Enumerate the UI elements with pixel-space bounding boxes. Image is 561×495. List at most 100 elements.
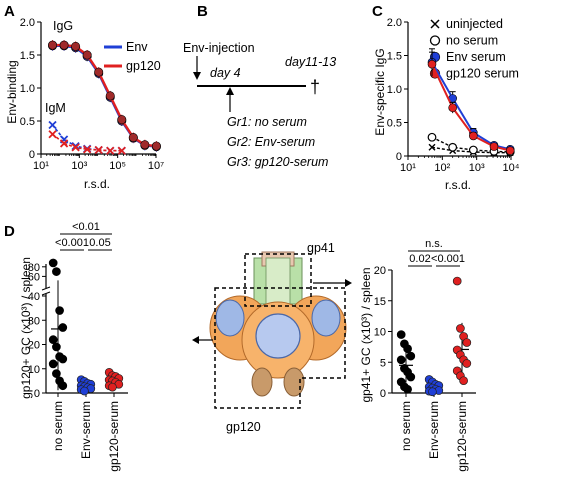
panel-d-right-data-point <box>406 351 416 361</box>
panel-d-right-data-point <box>462 359 472 368</box>
panel-a-x-tick-label: 10⁵ <box>109 160 126 172</box>
panel-d-right-pvalue-label: 0.02 <box>409 253 430 265</box>
panel-d-right-category-label: gp120-serum <box>455 401 469 472</box>
panel-d-right-data-point <box>406 372 416 382</box>
panel-a-data-point <box>117 115 127 125</box>
panel-d-right-y-tick-label: 5 <box>380 357 386 369</box>
panel-c-legend: uninjected no serum Env serum gp120 serum <box>429 17 519 81</box>
panel-c-y-tick-label: 0.5 <box>387 118 402 130</box>
panel-d-right-data-point <box>396 330 406 339</box>
gp41-arrowhead <box>345 279 352 287</box>
panel-d-left-data-point <box>48 359 58 369</box>
panel-a-legend: Env gp120 <box>104 40 161 73</box>
panel-c-point-filled <box>489 142 499 151</box>
panel-d-right-data-point <box>462 338 472 347</box>
panel-d-left-data-point <box>52 342 61 352</box>
panel-a-legend-label: Env <box>126 40 148 54</box>
panel-a-igm-point <box>83 145 92 154</box>
panel-c-legend-marker <box>429 35 441 46</box>
panel-d-left-data-point <box>52 369 61 378</box>
panel-d-left-category-label: gp120-serum <box>107 401 121 472</box>
panel-b-group3: Gr3: gp120-serum <box>227 155 328 169</box>
panel-d-left-y-tick-label: 20 <box>28 340 40 352</box>
panel-a-data-point <box>71 41 81 51</box>
panel-a-igg-annotation: IgG <box>53 19 73 33</box>
panel-d-left-pvalue-label: 0.05 <box>89 237 110 249</box>
panel-d-right-pvalue-label: n.s. <box>425 238 443 250</box>
panel-a-x-tick-label: 10³ <box>71 160 87 172</box>
panel-letter-c: C <box>372 3 383 20</box>
cd4bs-left <box>215 299 245 337</box>
panel-d-left-data-point <box>58 323 68 332</box>
panel-letter-b: B <box>197 3 208 20</box>
panel-c-ylabel: Env-specific IgG <box>373 48 387 135</box>
panel-d-right-data-point <box>459 376 468 386</box>
panel-d-right-category-label: no serum <box>399 401 413 451</box>
panel-c-x-tick-label: 10¹ <box>400 162 416 174</box>
panel-d-right-y-tick-label: 20 <box>374 265 386 277</box>
panel-c-series-line <box>431 136 511 153</box>
panel-d-right-ylabel: gp41+ GC (x10³) / spleen <box>359 267 373 402</box>
panel-a-igm-point <box>48 120 57 130</box>
panel-d-left-category-label: Env-serum <box>79 401 93 459</box>
panel-c-x-tick-label: 10² <box>434 162 450 174</box>
gp41-label: gp41 <box>307 241 335 255</box>
panel-c-point-open <box>468 145 478 155</box>
panel-d-left-y-tick-label: 10 <box>28 364 40 376</box>
panel-a-data-point <box>151 141 161 151</box>
panel-c-y-tick-label: 1.0 <box>387 84 402 96</box>
panel-b-day11-label: day11-13 <box>285 55 336 69</box>
panel-d-right-data-point <box>456 324 465 333</box>
panel-d-right-chart: gp41+ GC (x10³) / spleen 0 5 10 15 20 no seru… <box>359 238 476 472</box>
panel-d-left-y-tick-label: 40 <box>28 291 40 303</box>
panel-d-right-data-point <box>396 355 406 365</box>
panel-a-xlabel: r.s.d. <box>84 177 110 191</box>
cd4bs-right <box>311 299 341 337</box>
panel-b-injection-arrowhead <box>193 72 201 80</box>
panel-c-x-tick-label: 10³ <box>469 162 485 174</box>
panel-c-point-filled <box>505 146 515 155</box>
panel-d-left-data-point <box>48 258 58 268</box>
panel-a-data-point <box>48 40 58 50</box>
panel-d-left-data-point <box>58 381 68 391</box>
panel-a-y-tick-label: 0 <box>29 149 35 161</box>
panel-d-right-category-label: Env-serum <box>427 401 441 459</box>
panel-letter-a: A <box>4 3 15 20</box>
panel-a-y-tick-label: 0.5 <box>20 116 35 128</box>
panel-d-right-data-point <box>452 276 462 286</box>
panel-a-series-line <box>52 43 157 148</box>
panel-a-igm-point <box>94 145 103 155</box>
panel-c-legend-label: gp120 serum <box>446 67 519 81</box>
panel-d-right-y-tick-label: 15 <box>374 296 386 308</box>
panel-a-data-point <box>82 50 92 60</box>
panel-a-data-point <box>94 67 104 77</box>
panel-d-right-y-tick-label: 10 <box>374 327 386 339</box>
panel-d-left-y-tick-label: 60 <box>28 271 40 283</box>
gp120-foot-left <box>251 367 273 397</box>
panel-c-chart: Env-specific IgG r.s.d. uninjected no ser… <box>373 17 520 192</box>
panel-d-left-data-point <box>52 267 61 276</box>
env-trimer-illustration: gp41 gp120 <box>192 241 352 434</box>
gp41-dashed-box <box>244 253 312 307</box>
panel-a-data-point <box>140 140 150 150</box>
panel-a-igm-point <box>117 146 126 155</box>
panel-a-igm-point <box>71 141 80 151</box>
panel-b-group2: Gr2: Env-serum <box>227 135 315 149</box>
panel-c-point-open <box>448 142 458 152</box>
panel-d-left-axis-break <box>41 286 51 291</box>
panel-d-left-data-point <box>55 306 64 315</box>
panel-c-y-tick-label: 0 <box>396 151 402 163</box>
panel-c-point-x <box>428 143 436 151</box>
panel-b-serum-arrowhead <box>226 87 234 95</box>
gp120-dashed-box <box>214 287 346 409</box>
panel-d-left-data-point <box>80 386 89 396</box>
panel-a-ylabel: Env-binding <box>5 60 19 123</box>
panel-a-legend-label: gp120 <box>126 59 161 73</box>
panel-d-left-category-label: no serum <box>51 401 65 451</box>
panel-d-left-pvalue-label: <0.01 <box>72 221 100 233</box>
gp120-foot-right <box>283 367 305 397</box>
gp41-core <box>265 257 291 305</box>
panel-d-left-pvalue-label: <0.001 <box>55 237 89 249</box>
